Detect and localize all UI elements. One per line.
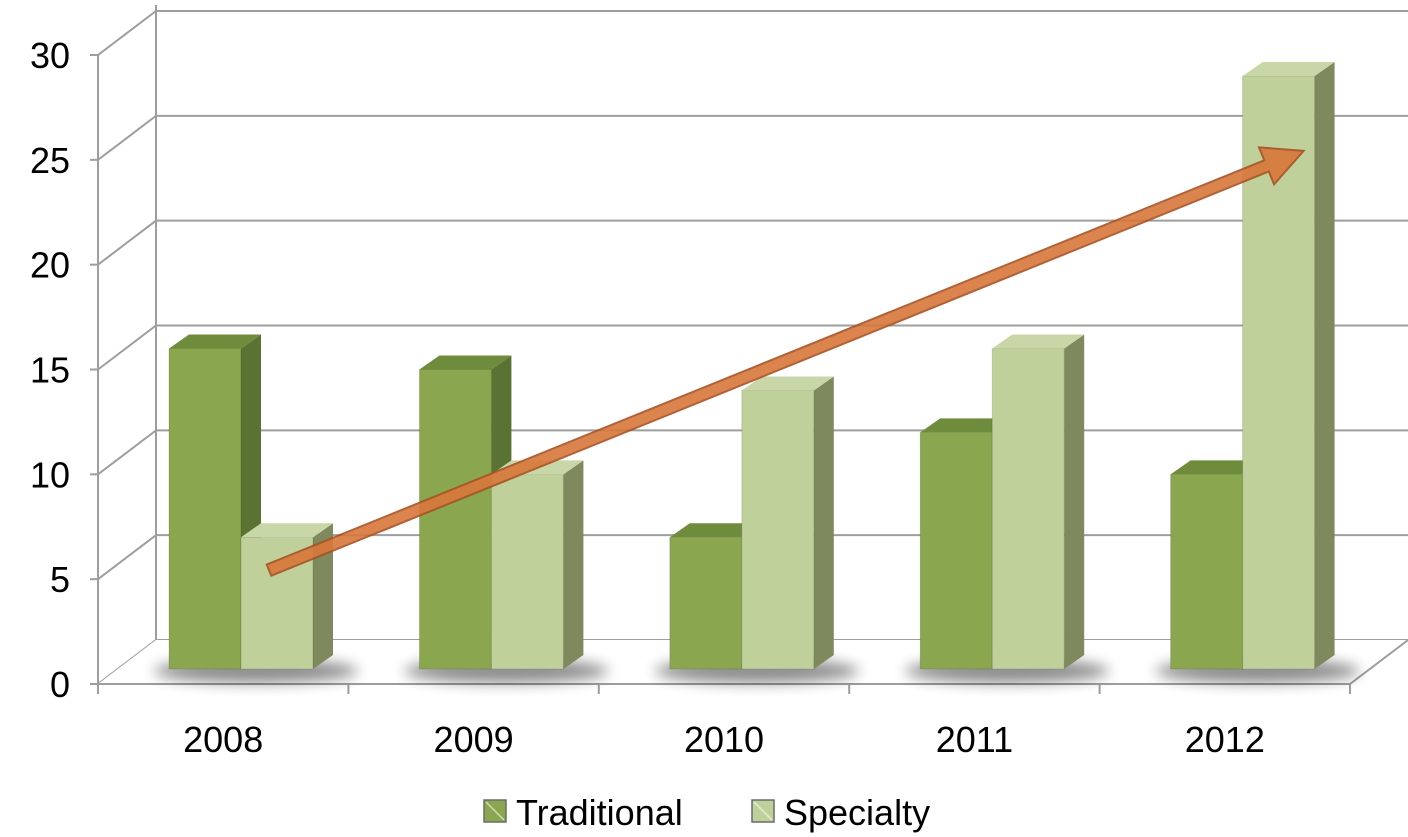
x-tick-label-2011: 2011 bbox=[936, 719, 1013, 760]
bar-front-traditional-2010 bbox=[669, 536, 743, 670]
trend-arrow bbox=[265, 146, 1306, 578]
gridline-15 bbox=[97, 324, 1408, 371]
bar-side-specialty-2012 bbox=[1314, 61, 1335, 669]
bar-front-traditional-2012 bbox=[1170, 473, 1244, 670]
y-tick-label-0: 0 bbox=[50, 664, 70, 705]
bar-top-traditional-2008 bbox=[169, 334, 261, 349]
legend-label-traditional: Traditional bbox=[516, 792, 683, 833]
bar-side-specialty-2010 bbox=[813, 376, 834, 669]
x-tick-label-2010: 2010 bbox=[684, 719, 764, 760]
bar-side-specialty-2011 bbox=[1064, 334, 1085, 669]
legend-swatch-shine-specialty bbox=[753, 801, 773, 821]
bar-front-traditional-2011 bbox=[919, 431, 993, 670]
y-tick-label-15: 15 bbox=[30, 350, 70, 391]
legend-item-specialty: Specialty bbox=[751, 792, 930, 833]
bar-front-specialty-2009 bbox=[490, 473, 564, 670]
bar-top-traditional-2012 bbox=[1170, 460, 1263, 475]
y-tick-label-5: 5 bbox=[50, 559, 70, 600]
gridline-20 bbox=[97, 219, 1408, 266]
bar-top-specialty-2012 bbox=[1242, 61, 1335, 76]
bar-side-specialty-2009 bbox=[563, 460, 584, 669]
bar-side-specialty-2008 bbox=[313, 523, 333, 669]
bar-specialty-2011 bbox=[991, 334, 1085, 670]
x-tick-label-2012: 2012 bbox=[1185, 719, 1265, 760]
gridline-25 bbox=[97, 114, 1408, 161]
bar-front-specialty-2010 bbox=[741, 389, 815, 670]
trend-arrow-body bbox=[265, 146, 1306, 578]
y-tick-label-20: 20 bbox=[30, 245, 70, 286]
y-tick-label-30: 30 bbox=[30, 35, 70, 76]
bar-top-traditional-2009 bbox=[419, 355, 512, 370]
legend: Traditional Specialty bbox=[483, 792, 930, 833]
trend-arrow-shape bbox=[265, 146, 1306, 578]
x-tick-label-2008: 2008 bbox=[183, 719, 263, 760]
y-tick-label-10: 10 bbox=[30, 454, 70, 495]
legend-label-specialty: Specialty bbox=[784, 792, 930, 833]
tick-labels: 0 5 10 15 20 25 30 2008 2009 2010 2011 2012 bbox=[30, 35, 1265, 760]
bar-top-specialty-2010 bbox=[741, 376, 834, 391]
floor-right-edge bbox=[1349, 639, 1408, 685]
bar-front-specialty-2011 bbox=[991, 348, 1065, 670]
bar-traditional-2008 bbox=[168, 334, 261, 670]
bar-top-traditional-2010 bbox=[669, 523, 762, 538]
bar-front-traditional-2008 bbox=[168, 348, 242, 670]
bar-front-traditional-2009 bbox=[418, 369, 492, 670]
bar-specialty-2009 bbox=[490, 460, 584, 670]
bars bbox=[168, 61, 1335, 670]
bar-top-specialty-2008 bbox=[241, 523, 333, 538]
x-tick-label-2009: 2009 bbox=[434, 719, 514, 760]
legend-swatch-shine-traditional bbox=[485, 801, 505, 821]
y-tick-label-25: 25 bbox=[30, 140, 70, 181]
gridline-30 bbox=[97, 10, 1408, 56]
bar-top-specialty-2011 bbox=[992, 334, 1085, 349]
bar-top-traditional-2011 bbox=[920, 418, 1013, 433]
legend-item-traditional: Traditional bbox=[483, 792, 683, 833]
bar-specialty-2010 bbox=[741, 376, 834, 670]
